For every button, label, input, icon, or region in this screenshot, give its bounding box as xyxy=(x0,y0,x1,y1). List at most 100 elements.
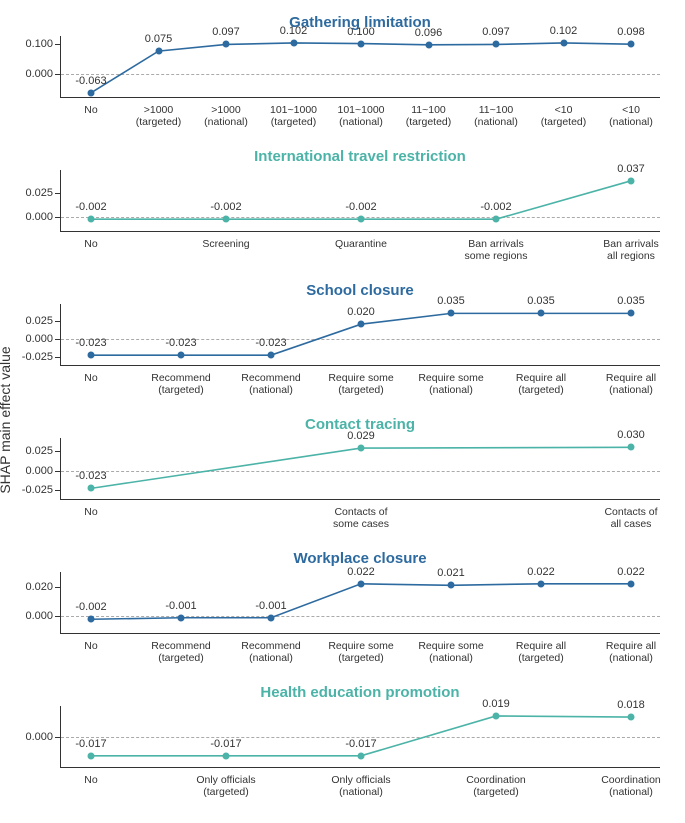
x-tick-label: Recommend(national) xyxy=(241,372,301,396)
x-tick-label: No xyxy=(84,372,97,384)
data-point-label: -0.001 xyxy=(255,600,286,615)
plot-area: 0.0000.100-0.063No0.075>1000(targeted)0.… xyxy=(60,36,660,98)
data-point xyxy=(560,39,567,46)
y-tick-label: 0.000 xyxy=(25,211,61,223)
data-point-label: 0.030 xyxy=(617,429,645,444)
data-point xyxy=(178,614,185,621)
x-tick-label: >1000(national) xyxy=(204,104,248,128)
data-point-label: 0.035 xyxy=(527,295,555,310)
data-point-label: -0.002 xyxy=(480,201,511,216)
data-point xyxy=(358,216,365,223)
data-point-label: -0.063 xyxy=(75,75,106,90)
data-point-label: -0.023 xyxy=(75,337,106,352)
data-point xyxy=(493,41,500,48)
x-tick-label: No xyxy=(84,640,97,652)
plot-area: 0.000-0.017No-0.017Only officials(target… xyxy=(60,706,660,768)
data-point-label: 0.097 xyxy=(482,26,510,41)
x-tick-label: 11~100(national) xyxy=(474,104,518,128)
plot-area: -0.0250.0000.025-0.023No-0.023Recommend(… xyxy=(60,304,660,366)
data-point xyxy=(290,39,297,46)
data-point-label: 0.075 xyxy=(145,33,173,48)
data-point xyxy=(493,216,500,223)
x-tick-label: Screening xyxy=(202,238,249,250)
data-point xyxy=(88,485,95,492)
x-tick-label: 11~100(targeted) xyxy=(406,104,452,128)
y-tick-label: 0.100 xyxy=(25,38,61,50)
x-tick-label: Require all(national) xyxy=(606,640,656,664)
x-tick-label: Coordination(targeted) xyxy=(466,774,526,798)
data-point xyxy=(88,216,95,223)
data-point xyxy=(88,616,95,623)
x-tick-label: Only officials(national) xyxy=(331,774,390,798)
x-tick-label: Contacts ofsome cases xyxy=(333,506,389,530)
chart-panel: Health education promotion0.000-0.017No-… xyxy=(60,706,660,768)
x-tick-label: Require some(national) xyxy=(418,640,483,664)
data-point xyxy=(155,48,162,55)
data-point-label: 0.097 xyxy=(212,26,240,41)
plot-area: 0.0000.025-0.002No-0.002Screening-0.002Q… xyxy=(60,170,660,232)
data-point xyxy=(268,614,275,621)
x-tick-label: 101~1000(targeted) xyxy=(270,104,317,128)
data-point xyxy=(448,582,455,589)
data-point-label: 0.022 xyxy=(347,566,375,581)
x-tick-label: Ban arrivalsall regions xyxy=(603,238,658,262)
data-point-label: 0.019 xyxy=(482,698,510,713)
x-tick-label: No xyxy=(84,238,97,250)
x-tick-label: <10(targeted) xyxy=(541,104,587,128)
data-point xyxy=(178,352,185,359)
data-point xyxy=(628,310,635,317)
y-tick-label: 0.000 xyxy=(25,465,61,477)
data-point xyxy=(493,712,500,719)
series-line xyxy=(91,43,631,93)
data-point-label: -0.023 xyxy=(255,337,286,352)
x-tick-label: <10(national) xyxy=(609,104,653,128)
data-point-label: -0.017 xyxy=(75,738,106,753)
x-tick-label: Require some(targeted) xyxy=(328,372,393,396)
y-tick-label: 0.000 xyxy=(25,333,61,345)
data-point xyxy=(628,714,635,721)
data-point-label: 0.100 xyxy=(347,26,375,41)
data-point-label: -0.001 xyxy=(165,600,196,615)
x-tick-label: Quarantine xyxy=(335,238,387,250)
data-point xyxy=(88,89,95,96)
x-tick-label: Contacts ofall cases xyxy=(604,506,657,530)
data-point-label: 0.020 xyxy=(347,306,375,321)
chart-panel: Workplace closure0.0000.020-0.002No-0.00… xyxy=(60,572,660,634)
y-tick-label: -0.025 xyxy=(22,351,61,363)
data-point xyxy=(88,752,95,759)
data-point-label: -0.002 xyxy=(75,201,106,216)
x-tick-label: No xyxy=(84,104,97,116)
data-point-label: -0.023 xyxy=(75,470,106,485)
y-tick-label: -0.025 xyxy=(22,484,61,496)
data-point xyxy=(448,310,455,317)
y-tick-label: 0.000 xyxy=(25,731,61,743)
data-point xyxy=(223,41,230,48)
panel-title: Health education promotion xyxy=(60,684,660,701)
series-line xyxy=(91,447,631,488)
data-point-label: 0.102 xyxy=(280,25,308,40)
data-point xyxy=(628,177,635,184)
plot-area: -0.0250.0000.025-0.023No0.029Contacts of… xyxy=(60,438,660,500)
data-point xyxy=(223,216,230,223)
y-tick-label: 0.025 xyxy=(25,187,61,199)
x-tick-label: Recommend(national) xyxy=(241,640,301,664)
chart-panel: International travel restriction0.0000.0… xyxy=(60,170,660,232)
x-tick-label: Require some(national) xyxy=(418,372,483,396)
panel-title: Workplace closure xyxy=(60,550,660,567)
data-point xyxy=(268,352,275,359)
data-point-label: -0.002 xyxy=(75,601,106,616)
x-tick-label: No xyxy=(84,774,97,786)
x-tick-label: Recommend(targeted) xyxy=(151,640,211,664)
figure-container: SHAP main effect value Gathering limitat… xyxy=(10,10,675,813)
y-tick-label: 0.000 xyxy=(25,610,61,622)
data-point xyxy=(358,321,365,328)
data-point-label: 0.102 xyxy=(550,25,578,40)
panel-title: International travel restriction xyxy=(60,148,660,165)
y-tick-label: 0.000 xyxy=(25,68,61,80)
data-point xyxy=(538,580,545,587)
data-point-label: -0.017 xyxy=(210,738,241,753)
data-point-label: 0.018 xyxy=(617,699,645,714)
data-point-label: 0.029 xyxy=(347,430,375,445)
y-axis-label: SHAP main effect value xyxy=(0,346,13,493)
x-tick-label: Recommend(targeted) xyxy=(151,372,211,396)
